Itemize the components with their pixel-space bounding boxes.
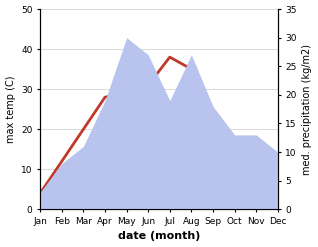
- Y-axis label: max temp (C): max temp (C): [5, 75, 16, 143]
- Y-axis label: med. precipitation (kg/m2): med. precipitation (kg/m2): [302, 44, 313, 175]
- X-axis label: date (month): date (month): [118, 231, 200, 242]
